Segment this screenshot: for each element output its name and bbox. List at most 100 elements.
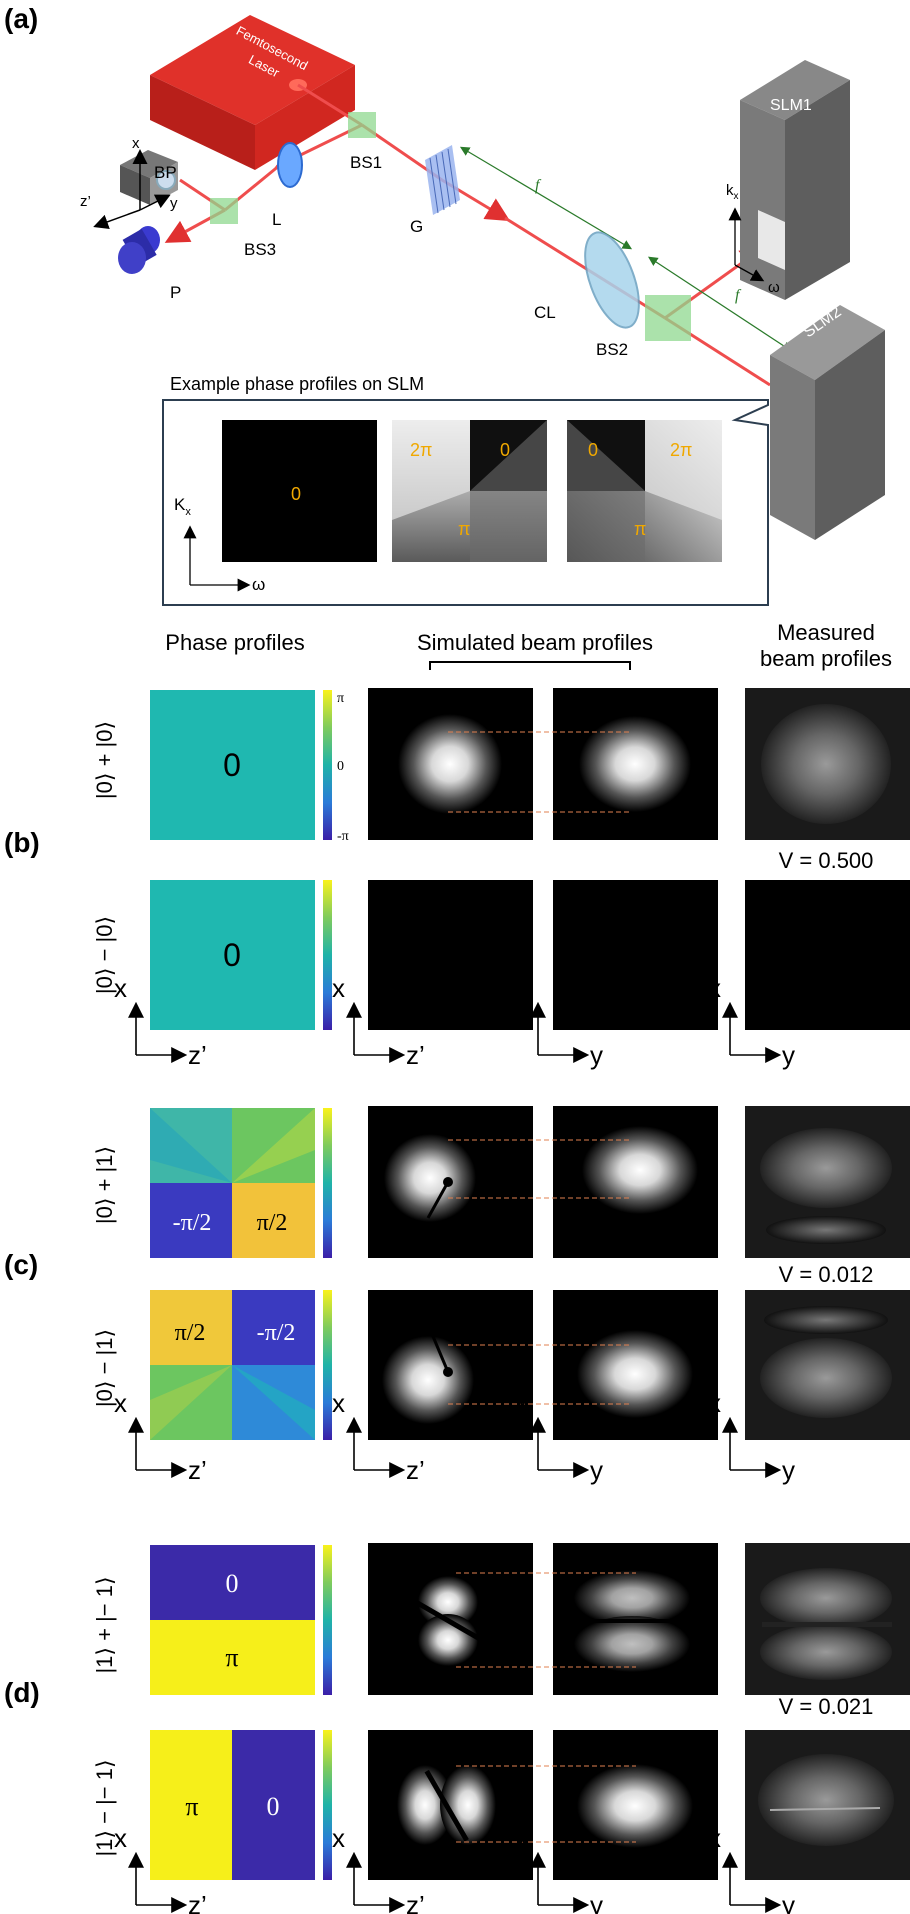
axis-label-h: z’ [188,1455,207,1485]
column-header-phase: Phase profiles [165,630,304,655]
inset-phase-profile-2 [392,420,547,562]
sim-c1-xz [368,1106,533,1258]
state-d1: |1⟩ + |− 1⟩ [92,1576,117,1673]
axis-phase-2: x z’ [114,1388,207,1485]
phase-b2-label: 0 [223,937,241,973]
inset-p3-2pi: 2π [670,440,692,460]
inset-p2-pi: π [458,519,470,539]
slm1-axes [728,207,765,282]
axis-label-h: y [590,1040,603,1070]
state-b2: |0⟩ − |0⟩ [92,916,117,994]
phase-c1-right: π/2 [257,1210,288,1236]
axis-label-h: y [590,1455,603,1485]
phase-map-b1 [150,690,315,840]
lab-axes [93,149,171,229]
sim-c2-xy [553,1290,718,1440]
inset-omega-label: ω [252,575,265,594]
meas-b2 [745,880,910,1030]
inset-axes [183,525,251,592]
axis-sim-xz-1: x z’ [332,973,425,1070]
colorbar-d2 [323,1730,332,1880]
column-header-measured-1: Measured [777,620,875,645]
guide-lines-c2 [448,1344,632,1405]
sim-c2-xz [368,1290,533,1440]
axis-sim-xy-3: xy [516,1823,603,1914]
inset-phase-profile-1 [222,420,377,562]
bs1-label: BS1 [350,153,382,172]
guide-lines-d1 [456,1572,636,1668]
phase-map-b2 [150,880,315,1030]
cl-label: CL [534,303,556,322]
axis-label-h: z’ [406,1890,425,1914]
inset-p2-2pi: 2π [410,440,432,460]
axis-label-x: x [708,1388,721,1418]
axis-label-h: y [590,1890,603,1914]
axis-label-x: x [708,973,721,1003]
slm1-kx: kx [726,182,739,202]
colorbar-c1 [323,1108,332,1258]
colorbar-max: π [337,691,344,706]
sim-b2-xy [553,880,718,1030]
sim-b1-xy [553,688,718,840]
axis-sim-xy-2: xy [516,1388,603,1485]
sim-b2-xz [368,880,533,1030]
phase-map-d1 [150,1545,315,1695]
slm2 [770,305,885,540]
visibility-d: V = 0.021 [779,1694,874,1719]
focal-f-1: f [535,177,542,194]
bs2-beamsplitter [645,295,691,341]
grating-g [425,145,460,215]
axis-label-x: x [516,973,529,1003]
bs1-beamsplitter [348,112,376,138]
sim-d2-xy [553,1730,718,1880]
sim-d1-xy [553,1543,718,1695]
column-header-measured-2: beam profiles [760,646,892,671]
slm1-label: SLM1 [770,97,812,114]
axis-meas-1: xy [708,973,795,1070]
state-d2: |1⟩ − |− 1⟩ [92,1759,117,1856]
slm1-omega: ω [768,279,780,296]
axis-phase-3: x z’ [114,1823,207,1914]
p-label: P [170,283,181,302]
visibility-c: V = 0.012 [779,1262,874,1287]
visibility-b: V = 0.500 [779,848,874,873]
axis-sim-xy-1: xy [516,973,603,1070]
guide-lines-b1 [448,731,630,813]
panel-label-a: (a) [4,3,38,34]
axis-label-x: x [332,973,345,1003]
inset-p1-label: 0 [291,484,301,504]
simulated-bracket [429,661,631,670]
lens-l [277,142,303,188]
focal-length-markers [459,146,793,352]
meas-b1 [745,688,910,840]
lab-axis-y: y [170,195,178,212]
inset-p3-0: 0 [588,440,598,460]
sim-b1-xz [368,688,533,840]
sim-c1-xy [553,1106,718,1258]
state-c2: |0⟩ − |1⟩ [92,1329,117,1407]
grating-label: G [410,217,423,236]
meas-c2 [745,1290,910,1440]
axis-phase-1: x z’ [114,973,207,1070]
axis-label-h: z’ [406,1040,425,1070]
femtosecond-laser: Femtosecond Laser [150,15,355,170]
axis-sim-xz-3: x z’ [332,1823,425,1914]
axis-label-x: x [708,1823,721,1853]
axis-label-x: x [332,1823,345,1853]
inset-p3-pi: π [634,519,646,539]
inset-title: Example phase profiles on SLM [170,374,424,394]
axis-label-h: z’ [406,1455,425,1485]
bs2-label: BS2 [596,340,628,359]
axis-sim-xz-2: x z’ [332,1388,425,1485]
column-header-simulated: Simulated beam profiles [417,630,653,655]
guide-lines-c1 [448,1139,632,1199]
colorbar-mid: 0 [337,759,344,774]
phase-map-c1 [150,1108,315,1258]
bp-camera [120,150,178,205]
panel-label-b: (b) [4,827,40,858]
panel-label-d: (d) [4,1677,40,1708]
meas-d2 [745,1730,910,1880]
inset-phase-profile-3 [567,420,722,562]
